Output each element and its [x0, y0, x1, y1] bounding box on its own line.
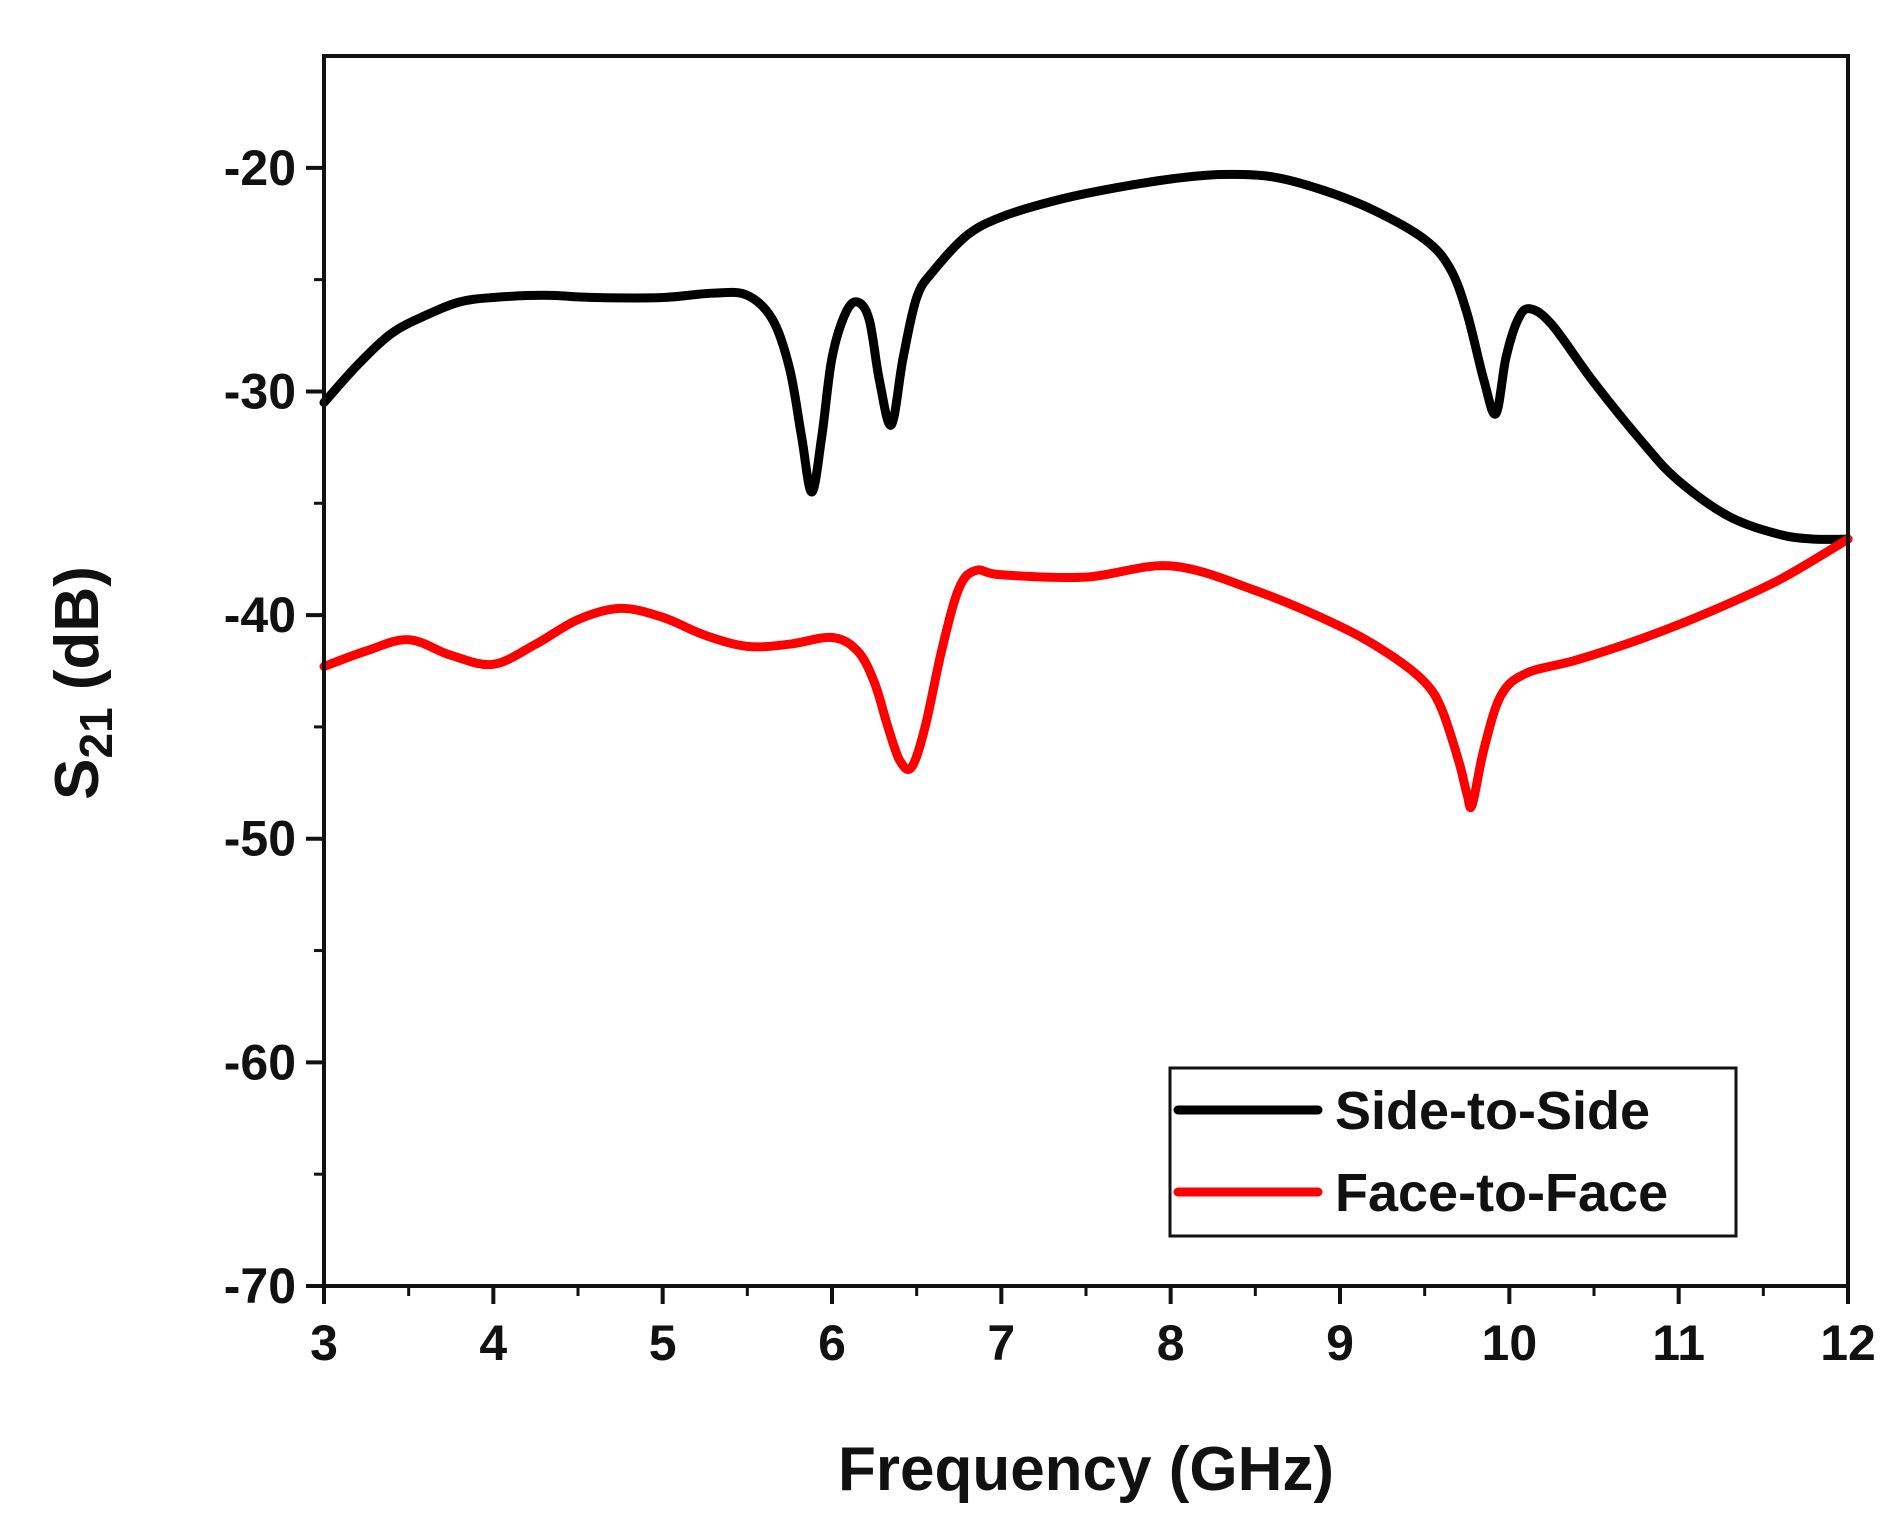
x-tick-label: 3	[310, 1315, 338, 1371]
y-tick-label: -20	[224, 140, 296, 196]
y-tick-label: -50	[224, 811, 296, 867]
series-line-side-to-side	[319, 169, 1853, 544]
y-tick-label: -60	[224, 1034, 296, 1090]
series-layer	[319, 169, 1853, 813]
y-tick-label: -40	[224, 587, 296, 643]
x-tick-label: 7	[987, 1315, 1015, 1371]
legend: Side-to-Side Face-to-Face	[1168, 1066, 1738, 1238]
axis-ticks	[306, 165, 1850, 1304]
series-line-face-to-face	[319, 534, 1853, 813]
x-tick-label: 9	[1326, 1315, 1354, 1371]
y-axis-title-main: S	[43, 758, 112, 799]
x-tick-label: 12	[1820, 1315, 1876, 1371]
x-tick-label: 8	[1157, 1315, 1185, 1371]
x-tick-label: 10	[1482, 1315, 1538, 1371]
tick-labels: 3 4 5 6 7 8 9 10 11 12 -70 -60 -50 -40 -30 -20	[224, 140, 1876, 1371]
x-tick-label: 4	[479, 1315, 507, 1371]
y-tick-label: -70	[224, 1258, 296, 1314]
x-tick-label: 5	[649, 1315, 677, 1371]
legend-label-face-to-face: Face-to-Face	[1335, 1163, 1668, 1223]
x-tick-label: 6	[818, 1315, 846, 1371]
y-axis-title-unit: (dB)	[43, 566, 112, 707]
y-axis-title: S21 (dB)	[43, 566, 122, 800]
y-axis-title-subscript: 21	[70, 707, 122, 758]
x-tick-label: 11	[1652, 1315, 1705, 1371]
legend-label-side-to-side: Side-to-Side	[1335, 1081, 1650, 1141]
y-tick-label: -30	[224, 363, 296, 419]
legend-box	[1168, 1066, 1738, 1238]
x-axis-title: Frequency (GHz)	[838, 1435, 1334, 1504]
